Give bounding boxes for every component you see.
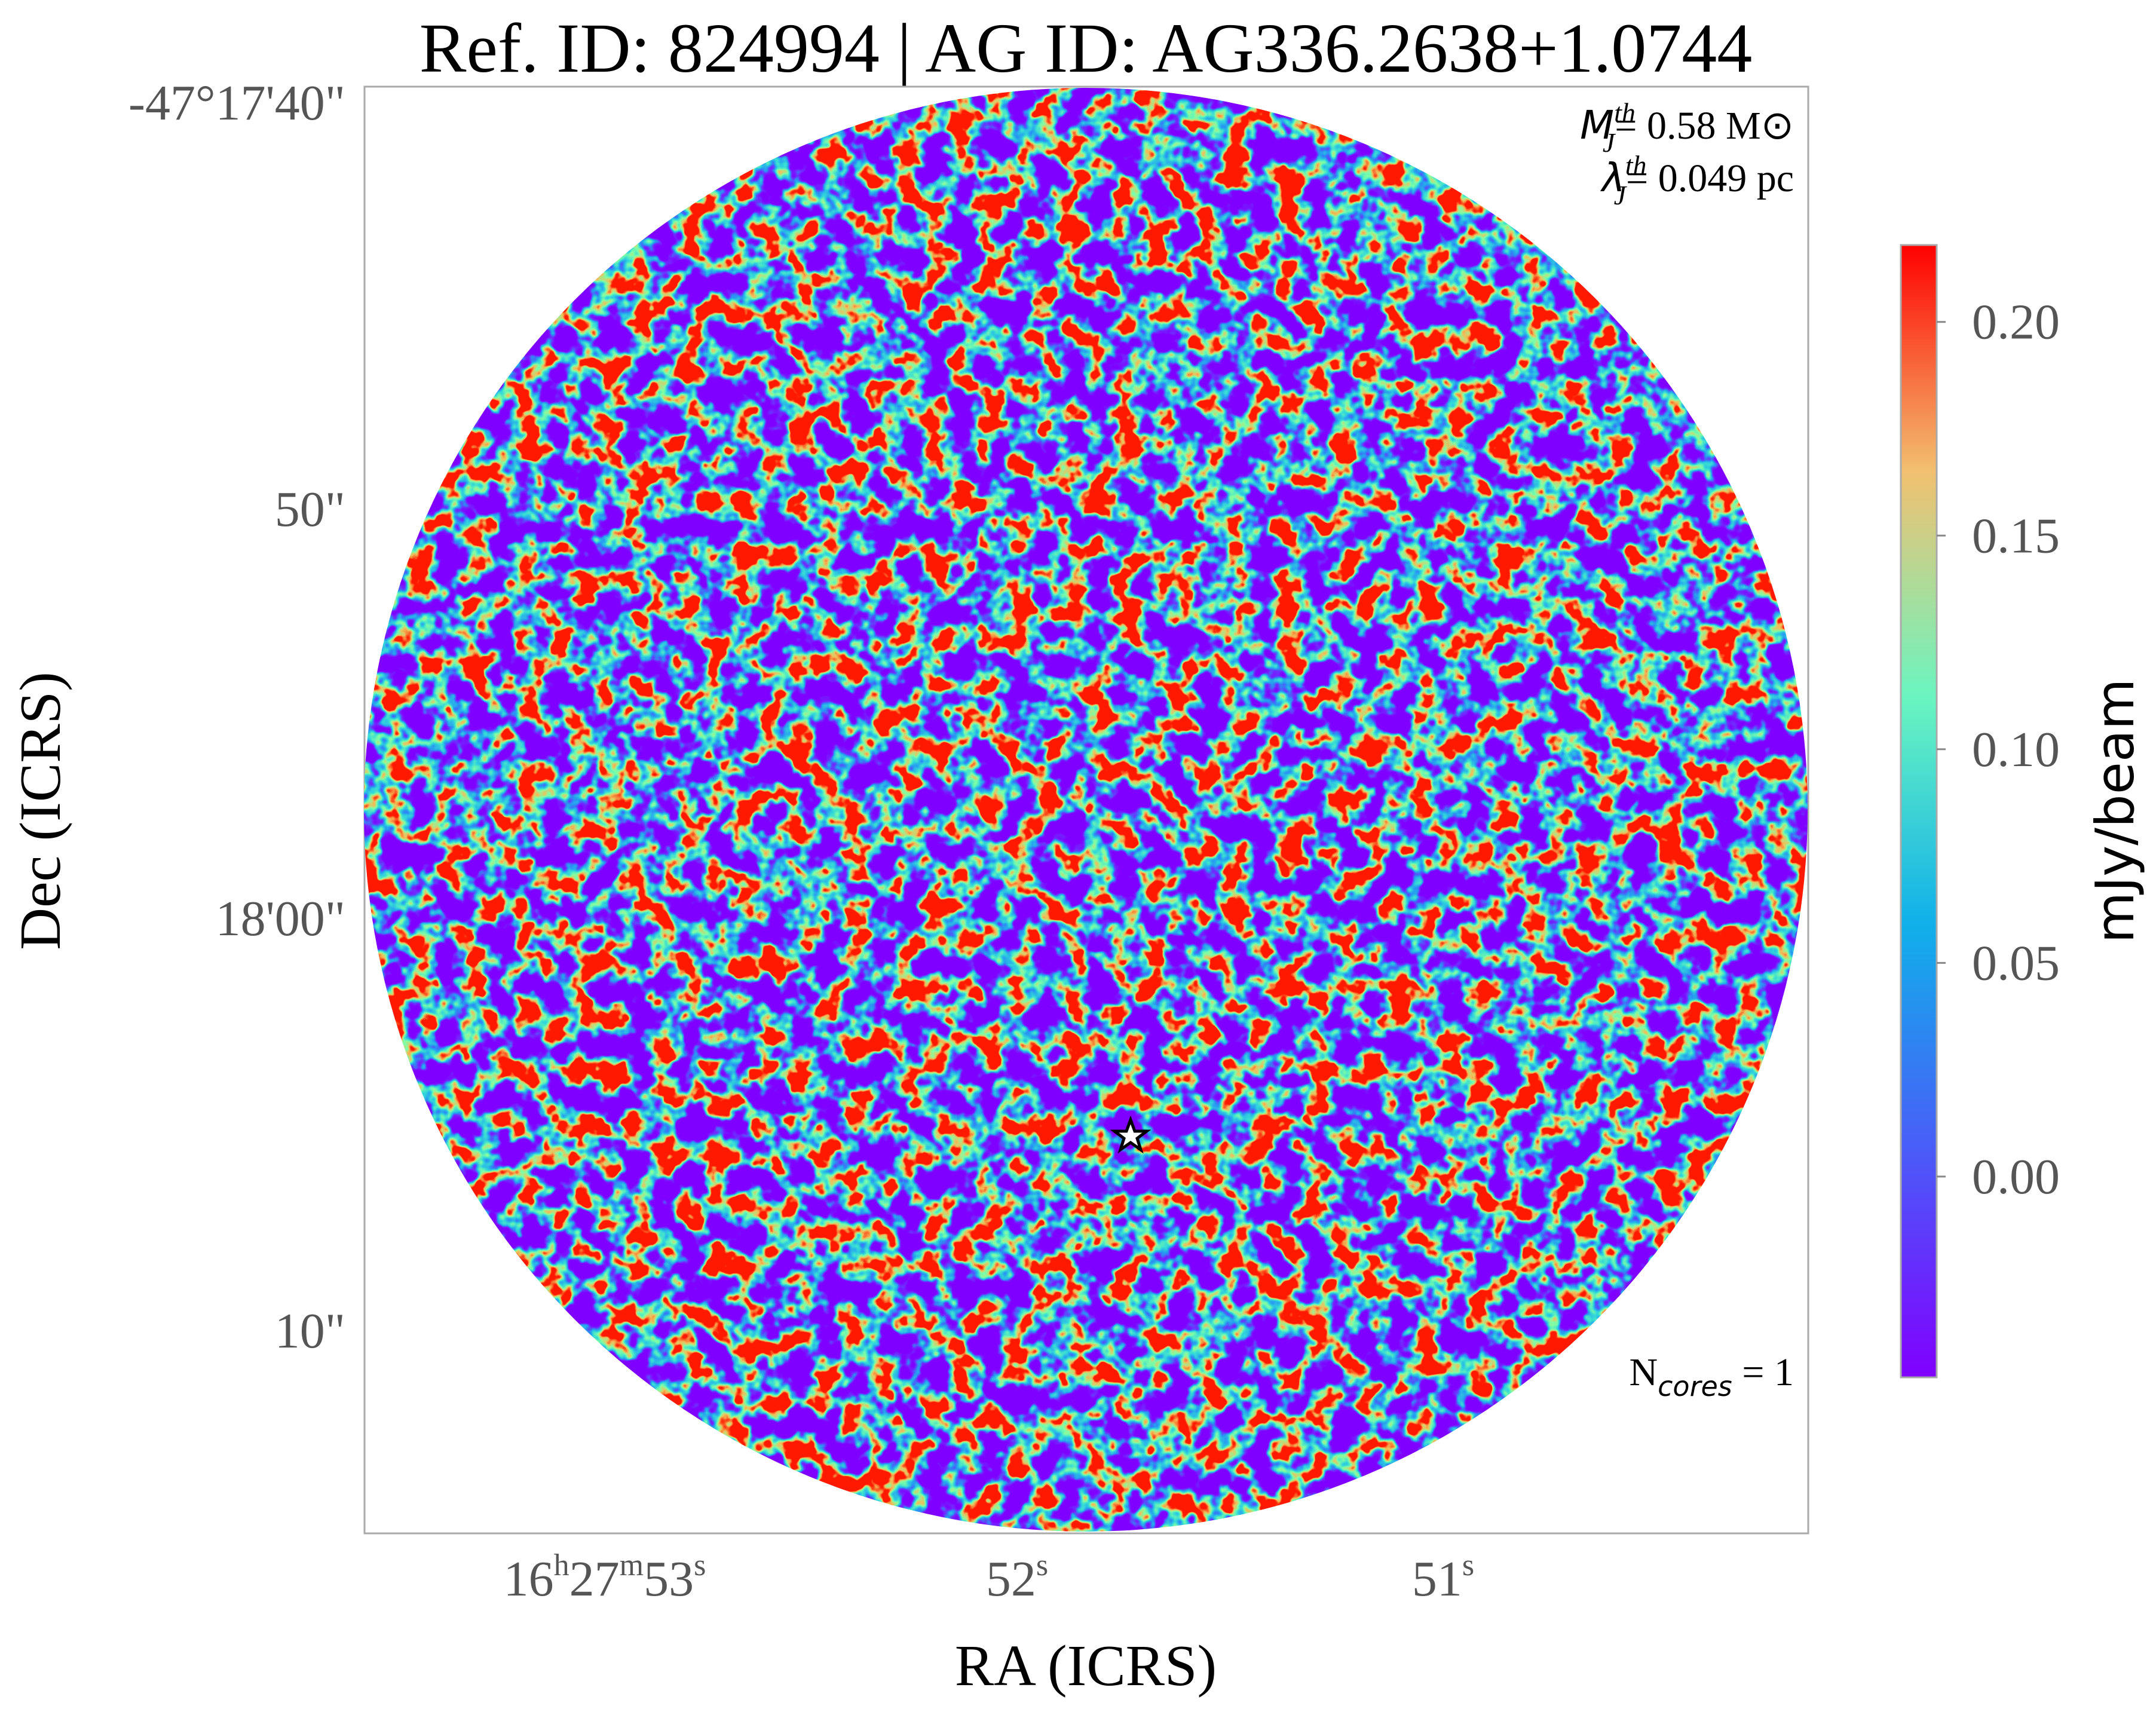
annotation: Mth J= 0.58 M⊙ — [1580, 97, 1794, 158]
y-tick-label: 50" — [275, 482, 345, 537]
tick-unit: s — [694, 1548, 706, 1582]
colorbar-tick-label: 0.05 — [1972, 935, 2060, 991]
tick-number: 52 — [986, 1551, 1036, 1607]
annotation-text: = 0.049 pc — [1626, 157, 1794, 200]
tick-number: 53 — [644, 1551, 694, 1607]
colorbar-tick-label: 0.00 — [1972, 1149, 2060, 1205]
colorbar-tick-label: 0.20 — [1972, 295, 2060, 350]
x-axis-label: RA (ICRS) — [955, 1634, 1217, 1698]
annotation: Ncores = 1 — [1629, 1350, 1794, 1402]
annotation-text: = 1 — [1732, 1350, 1794, 1394]
tick-unit: s — [1462, 1548, 1474, 1582]
annotation-symbol: N — [1629, 1350, 1658, 1394]
tick-unit: m — [620, 1548, 644, 1582]
annotation-sub: J — [1603, 127, 1616, 158]
y-tick-label: 10" — [275, 1303, 345, 1359]
x-tick-label: 16h27m53s — [504, 1548, 706, 1607]
annotation-symbol: λ — [1600, 155, 1625, 201]
colorbar-tick-label: 0.15 — [1972, 508, 2060, 564]
tick-unit: h — [554, 1548, 569, 1582]
annotation-sub: cores — [1658, 1370, 1732, 1402]
annotation-symbol: M — [1580, 102, 1614, 148]
core-marker — [1110, 1115, 1152, 1154]
image — [364, 88, 1808, 1532]
annotation-sup: th — [1614, 97, 1636, 128]
tick-number: 27 — [569, 1551, 620, 1607]
annotation-sub: J — [1614, 180, 1628, 210]
emission-map — [364, 88, 1808, 1532]
colorbar-tick-label: 0.10 — [1972, 722, 2060, 777]
annotation-sup: th — [1625, 150, 1647, 180]
colorbar-label: mJy/beam — [2084, 678, 2146, 943]
tick-unit: s — [1036, 1548, 1048, 1582]
x-tick-label: 52s — [986, 1548, 1048, 1607]
chart-title: Ref. ID: 824994 | AG ID: AG336.2638+1.07… — [419, 9, 1752, 87]
x-tick-label: 51s — [1412, 1548, 1474, 1607]
tick-number: 16 — [504, 1551, 554, 1607]
annotation: λth J= 0.049 pc — [1600, 150, 1794, 210]
y-tick-label: 18'00" — [216, 891, 345, 947]
colorbar — [1900, 244, 1938, 1379]
annotation-text: = 0.58 M⊙ — [1615, 104, 1794, 148]
y-tick-label: -47°17'40" — [128, 75, 345, 131]
y-axis-label: Dec (ICRS) — [8, 672, 73, 950]
tick-number: 51 — [1412, 1551, 1462, 1607]
